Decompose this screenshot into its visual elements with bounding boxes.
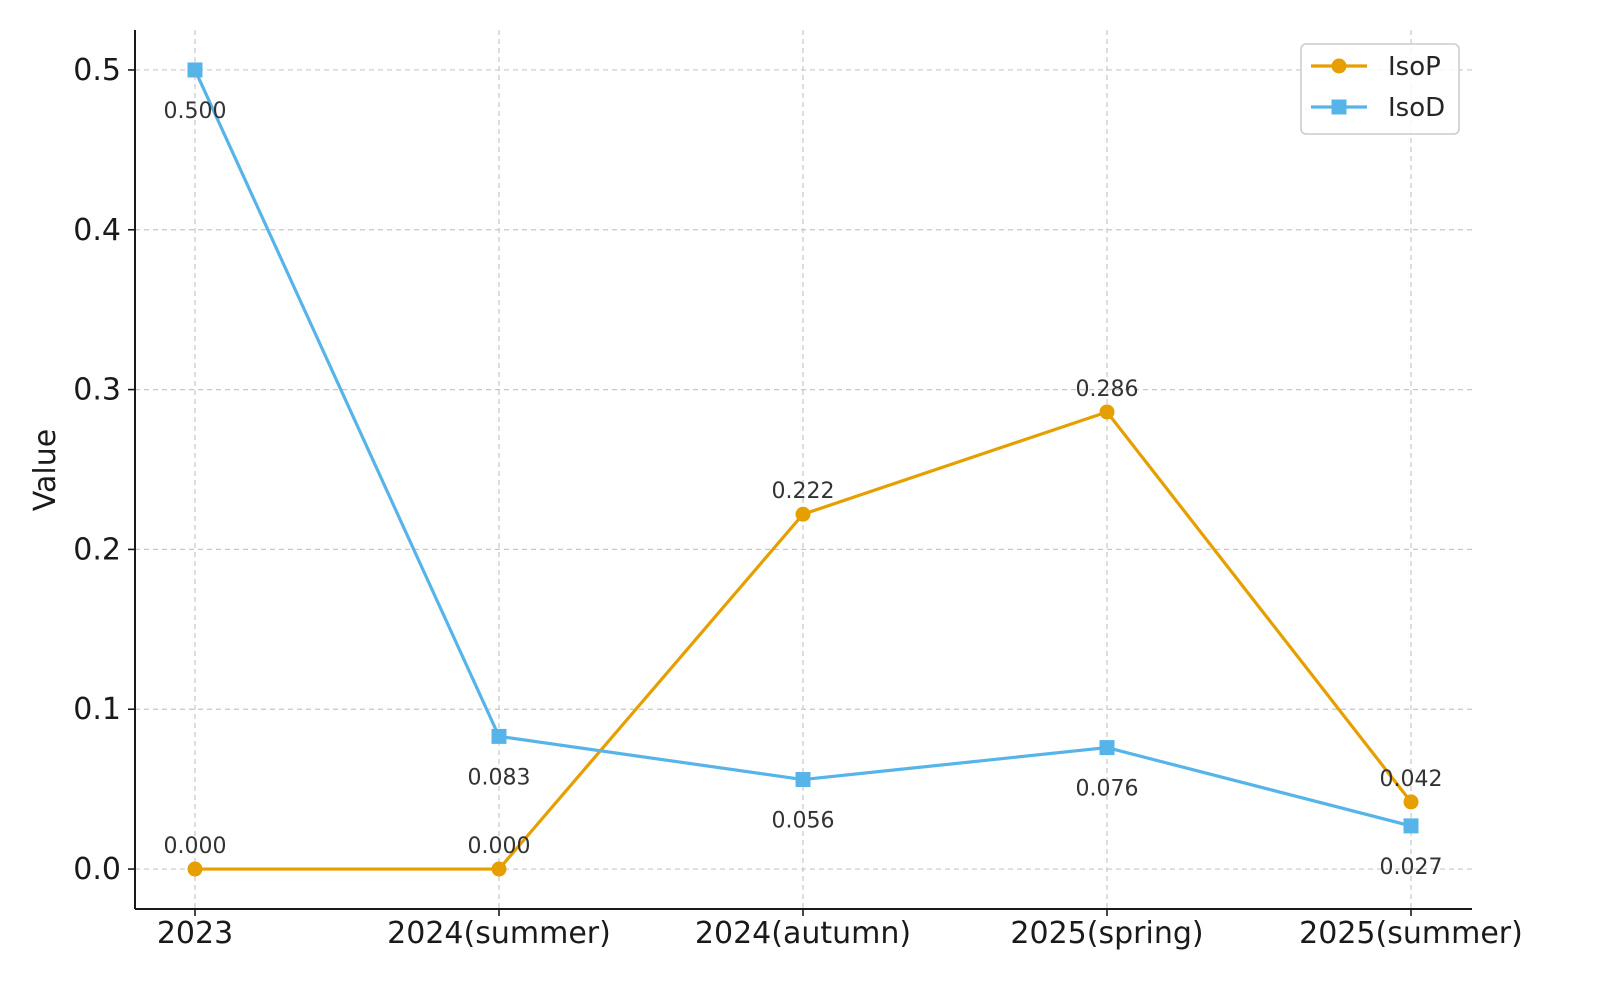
y-tick-label: 0.5 [73,53,121,88]
data-point-isod [795,772,811,788]
data-label-isod: 0.056 [772,809,835,834]
data-label-isop: 0.000 [468,834,531,859]
data-point-isod [1099,740,1115,756]
x-tick-label: 2024(autumn) [695,916,911,951]
grid [135,30,1472,909]
data-point-isop [1099,404,1115,420]
data-label-isod: 0.076 [1076,777,1139,802]
data-label-isod: 0.027 [1380,855,1443,880]
y-tick-label: 0.3 [73,373,121,408]
data-labels: 0.000 0.000 0.222 0.286 0.042 0.500 0.083 0.056… [164,99,1443,880]
x-tick-label: 2025(summer) [1299,916,1523,951]
data-label-isod: 0.500 [164,99,227,124]
y-axis-title: Value [28,429,63,511]
data-label-isop: 0.286 [1076,377,1139,402]
legend: IsoP IsoD [1300,43,1460,135]
data-label-isop: 0.222 [772,479,835,504]
data-point-isod [1403,818,1419,834]
data-label-isop: 0.042 [1380,767,1443,792]
data-label-isop: 0.000 [164,834,227,859]
legend-marker-isop [1331,58,1347,74]
data-point-isop [1403,794,1419,810]
data-label-isod: 0.083 [468,765,531,790]
y-tick-label: 0.1 [73,692,121,727]
y-tick-label: 0.2 [73,532,121,567]
data-point-isop [187,861,203,877]
legend-label-isop: IsoP [1388,52,1441,82]
data-point-isop [491,861,507,877]
x-tick-label: 2025(spring) [1010,916,1203,951]
y-tick-label: 0.0 [73,852,121,887]
x-tick-label: 2023 [157,916,233,951]
legend-marker-isod [1331,99,1347,115]
y-tick-label: 0.4 [73,213,121,248]
x-tick-label: 2024(summer) [387,916,611,951]
data-point-isod [187,62,203,78]
series-layer [187,62,1419,877]
data-point-isop [795,506,811,522]
legend-label-isod: IsoD [1388,93,1445,123]
axes: 0.0 0.1 0.2 0.3 0.4 0.5 2023 2024(summer) 2024(a… [73,30,1523,951]
data-point-isod [491,728,507,744]
